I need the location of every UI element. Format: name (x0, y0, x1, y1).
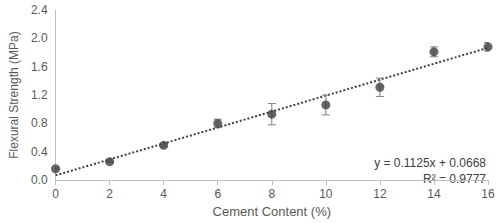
svg-text:1.6: 1.6 (31, 60, 48, 74)
svg-text:0.4: 0.4 (31, 145, 48, 159)
svg-text:2: 2 (106, 187, 113, 201)
svg-text:4: 4 (160, 187, 167, 201)
svg-text:2.4: 2.4 (31, 3, 48, 17)
svg-text:Cement Content (%): Cement Content (%) (213, 204, 332, 219)
svg-text:14: 14 (427, 187, 441, 201)
svg-text:8: 8 (268, 187, 275, 201)
svg-text:y = 0.1125x + 0.0668: y = 0.1125x + 0.0668 (374, 156, 486, 170)
svg-text:0: 0 (52, 187, 59, 201)
svg-text:1.2: 1.2 (31, 88, 48, 102)
svg-text:0.8: 0.8 (31, 116, 48, 130)
svg-text:12: 12 (373, 187, 387, 201)
svg-text:0.0: 0.0 (31, 173, 48, 187)
svg-text:10: 10 (319, 187, 333, 201)
svg-text:16: 16 (481, 187, 495, 201)
svg-text:6: 6 (214, 187, 221, 201)
svg-text:R² = 0.9777: R² = 0.9777 (423, 172, 486, 186)
svg-text:2.0: 2.0 (31, 31, 48, 45)
svg-text:Flexural Strength (MPa): Flexural Strength (MPa) (7, 31, 21, 158)
